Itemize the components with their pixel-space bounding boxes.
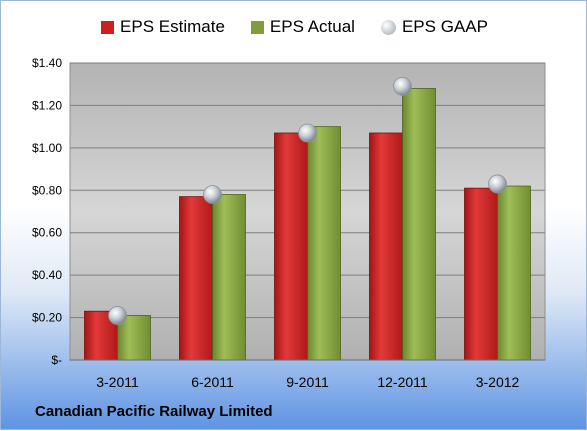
y-tick-label: $1.00 xyxy=(32,141,62,155)
x-tick-label: 3-2011 xyxy=(96,374,139,390)
legend-label-actual: EPS Actual xyxy=(269,17,355,36)
x-tick-label: 9-2011 xyxy=(286,374,329,390)
legend-item-gaap: EPS GAAP xyxy=(380,17,488,37)
legend-swatch-gaap xyxy=(380,19,396,35)
y-tick-label: $0.40 xyxy=(32,268,62,282)
legend-label-estimate: EPS Estimate xyxy=(120,17,225,36)
bar-eps-actual xyxy=(212,194,246,361)
y-tick-label: $1.20 xyxy=(32,98,62,112)
marker-eps-gaap xyxy=(298,123,317,143)
legend-swatch-estimate xyxy=(101,20,115,34)
bar-eps-actual xyxy=(307,126,341,361)
x-tick-label: 6-2011 xyxy=(191,374,234,390)
y-tick-label: $1.40 xyxy=(32,56,62,70)
y-tick-label: $- xyxy=(51,353,62,367)
legend-item-actual: EPS Actual xyxy=(250,17,355,37)
marker-layer xyxy=(108,76,507,325)
y-tick-label: $0.80 xyxy=(32,183,62,197)
legend-label-gaap: EPS GAAP xyxy=(401,17,488,36)
bar-eps-estimate xyxy=(274,132,308,361)
marker-eps-gaap xyxy=(203,185,222,204)
legend: EPS Estimate EPS Actual EPS GAAP xyxy=(1,17,587,37)
marker-eps-gaap xyxy=(488,174,507,194)
bar-eps-estimate xyxy=(369,132,403,361)
bar-eps-actual xyxy=(402,88,436,361)
y-tick-label: $0.20 xyxy=(32,311,62,325)
legend-item-estimate: EPS Estimate xyxy=(101,17,225,37)
axis-layer: $- $0.20 $0.40 $0.60 $0.80 $1.00 $1.20 $1.40 3-2… xyxy=(32,56,545,390)
company-name: Canadian Pacific Railway Limited xyxy=(35,403,273,420)
bar-eps-estimate xyxy=(179,196,213,361)
bar-eps-estimate xyxy=(464,187,498,361)
legend-swatch-actual xyxy=(250,20,264,34)
x-tick-label: 3-2012 xyxy=(476,374,520,390)
marker-eps-gaap xyxy=(393,76,412,96)
y-tick-label: $0.60 xyxy=(32,226,62,240)
bar-eps-actual xyxy=(497,185,531,361)
x-tick-label: 12-2011 xyxy=(377,374,428,390)
marker-eps-gaap xyxy=(108,306,127,325)
